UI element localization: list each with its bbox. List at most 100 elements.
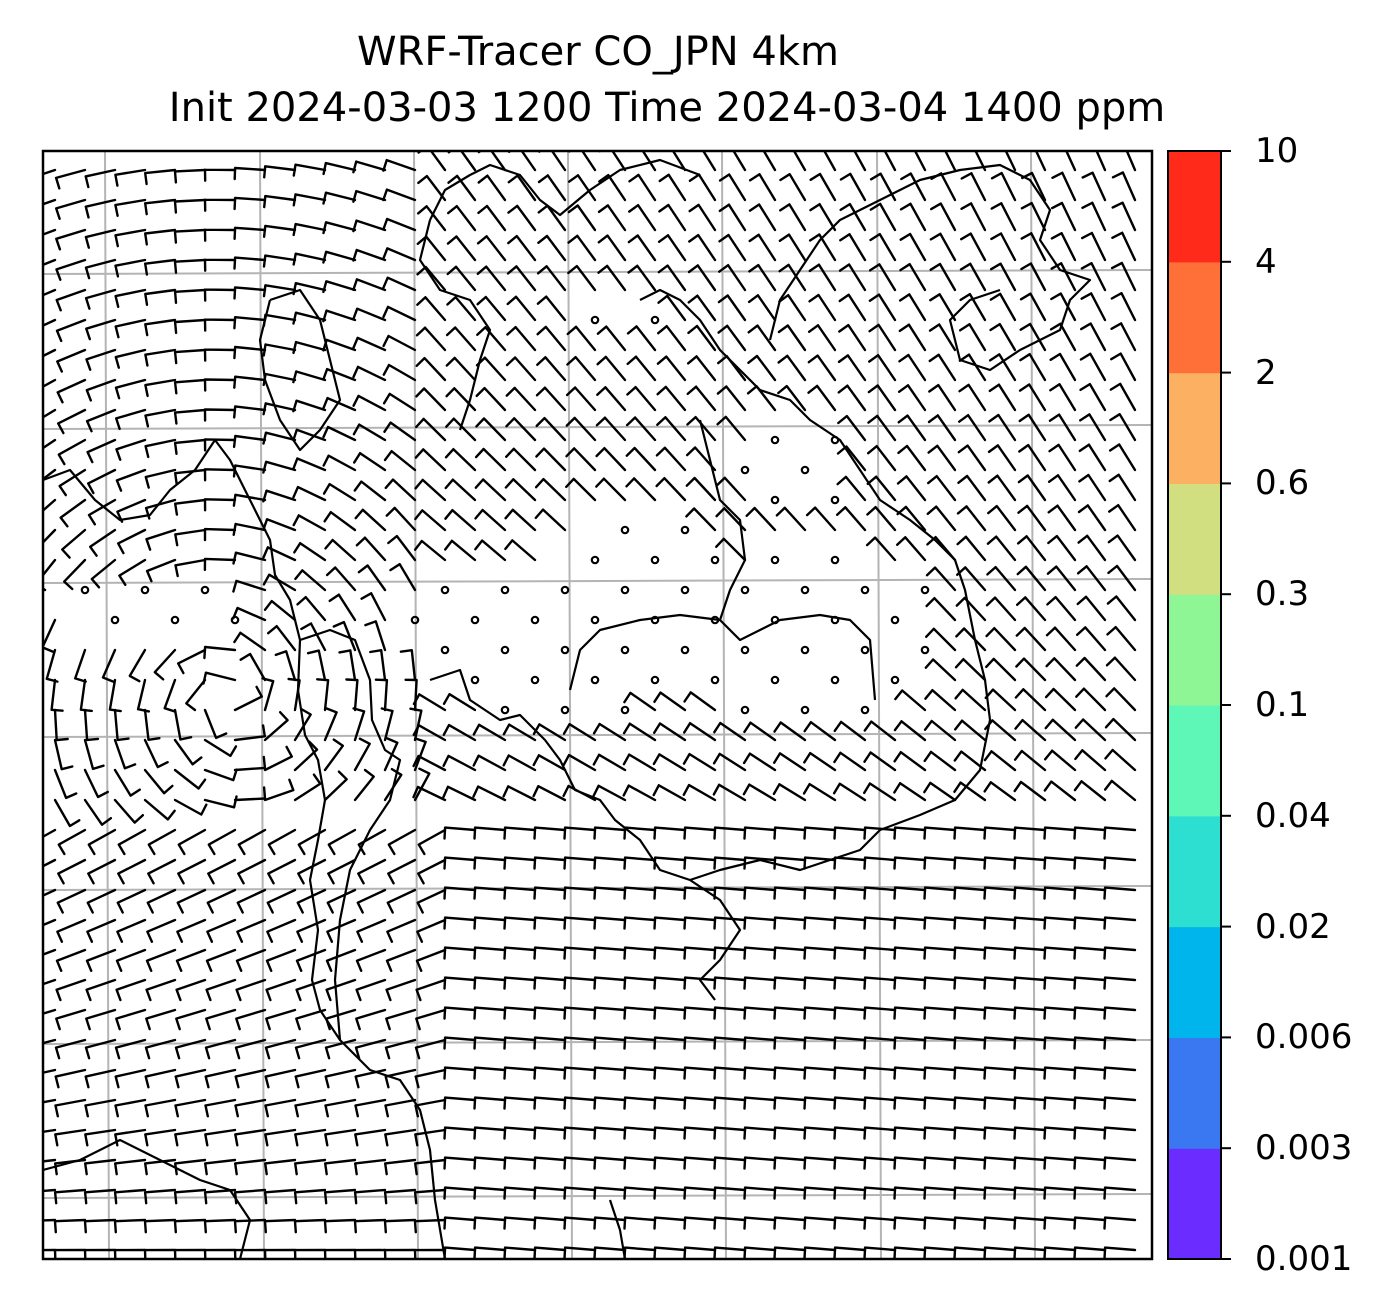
wind-barb [625, 446, 657, 472]
wind-barb [775, 506, 807, 532]
wind-barb [803, 1246, 837, 1259]
wind-barb [773, 1216, 807, 1230]
wind-barb [153, 648, 177, 681]
wind-barb [658, 173, 687, 202]
wind-barb [203, 438, 237, 452]
wind-barb [1103, 1186, 1137, 1200]
wind-barb [1103, 1216, 1137, 1230]
wind-barb [1013, 749, 1047, 772]
wind-barb [203, 228, 237, 242]
wind-barb [382, 276, 417, 292]
wind-barb [234, 1128, 267, 1147]
wind-barb [803, 1156, 837, 1170]
wind-barb [144, 228, 177, 246]
wind-barb [687, 324, 717, 352]
wind-barb [536, 265, 567, 292]
wind-barb [55, 1008, 87, 1031]
wind-barb [987, 504, 1017, 532]
wind-barb [833, 1006, 867, 1020]
wind-barb [417, 828, 447, 856]
wind-barb [863, 856, 897, 870]
wind-barb [1108, 473, 1137, 502]
wind-barb [412, 693, 447, 712]
calm-wind-marker [590, 555, 600, 565]
wind-barb [533, 856, 567, 870]
wind-barb [114, 1038, 147, 1060]
wind-barb [79, 678, 93, 713]
wind-barb [626, 325, 657, 352]
wind-barb [623, 946, 657, 960]
wind-barb [292, 399, 327, 413]
wind-barb [803, 1006, 837, 1020]
wind-barb [473, 856, 507, 870]
wind-barb [472, 785, 507, 802]
wind-barb [54, 168, 87, 190]
wind-barb [595, 447, 627, 472]
wind-barb [712, 752, 747, 772]
wind-barb [503, 1036, 537, 1050]
wind-barb [808, 233, 837, 262]
wind-barb [1110, 352, 1137, 382]
wind-barb [293, 1248, 327, 1259]
wind-barb [293, 707, 312, 742]
wind-barb [1080, 262, 1107, 292]
wind-barb [43, 858, 57, 868]
wind-barb [823, 151, 837, 172]
wind-barb [294, 1128, 327, 1147]
wind-barb [505, 356, 537, 382]
wind-barb [177, 858, 207, 885]
wind-barb [292, 485, 327, 502]
wind-barb [1077, 534, 1107, 562]
wind-barb [503, 1186, 537, 1200]
wind-barb [863, 916, 897, 930]
wind-barb [833, 1096, 867, 1110]
wind-barb [234, 1098, 267, 1118]
wind-barb [233, 345, 267, 360]
wind-barb [653, 826, 687, 840]
wind-barb [743, 916, 777, 930]
wind-barb [1049, 352, 1077, 382]
wind-barb [953, 856, 987, 870]
wind-barb [954, 719, 987, 742]
wind-barb [43, 1128, 57, 1133]
wind-barb [593, 1156, 627, 1170]
wind-barb [1013, 1006, 1047, 1020]
wind-barb [113, 798, 144, 824]
wind-barb [533, 1156, 567, 1170]
wind-barb [415, 326, 447, 352]
wind-barb [352, 160, 387, 174]
wind-barb [1073, 1126, 1107, 1140]
wind-barb [1051, 201, 1077, 232]
wind-barb [655, 477, 687, 502]
wind-barb [287, 677, 301, 712]
wind-barb [988, 383, 1017, 412]
wind-barb [387, 858, 417, 885]
wind-barb [1043, 1096, 1077, 1110]
wind-barb [1106, 595, 1137, 622]
wind-barb [294, 1098, 327, 1118]
wind-barb [266, 918, 297, 943]
wind-barb [203, 498, 237, 512]
wind-barb [207, 858, 237, 885]
wind-barb [622, 784, 657, 802]
calm-wind-marker [440, 585, 450, 595]
wind-barb [1043, 1246, 1077, 1259]
wind-barb [146, 888, 177, 914]
wind-barb [143, 798, 176, 821]
wind-barb [897, 384, 927, 412]
map-frame [41, 149, 1154, 1261]
wind-barb [1050, 232, 1077, 262]
wind-barb [413, 1248, 447, 1259]
wind-barb [327, 828, 357, 856]
wind-barb [265, 978, 297, 1002]
wind-barb [833, 720, 867, 742]
wind-barb [867, 384, 897, 412]
wind-barb [833, 886, 867, 900]
wind-barb [533, 1186, 567, 1200]
colorbar-segment [1168, 1037, 1221, 1149]
wind-barb [956, 535, 987, 562]
calm-wind-marker [800, 645, 810, 655]
calm-wind-marker [560, 705, 570, 715]
wind-barb [1105, 687, 1137, 712]
wind-barb [1078, 473, 1107, 502]
